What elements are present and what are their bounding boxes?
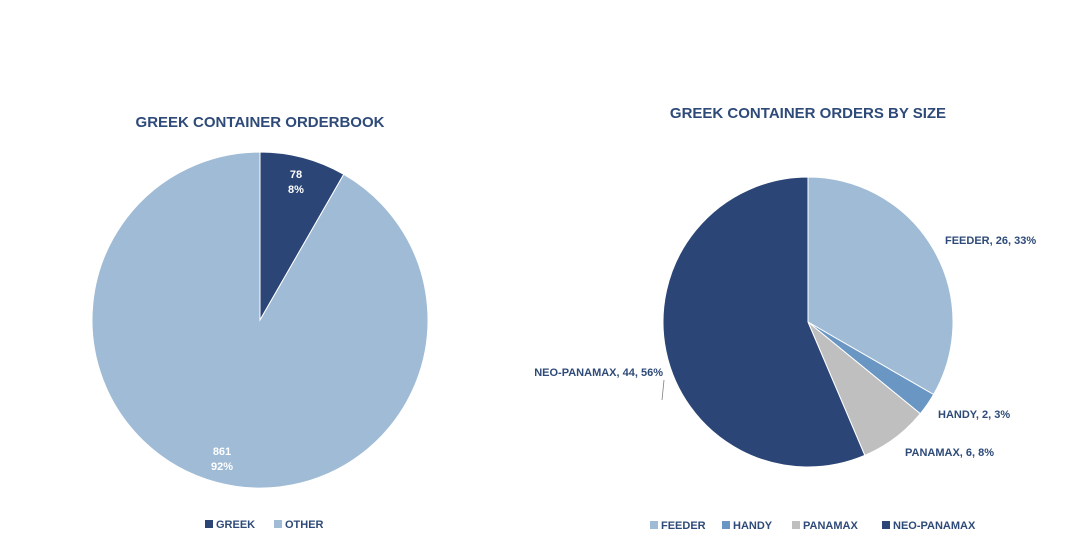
legend-swatch-neo-panamax	[882, 521, 890, 529]
size-slice-neo-panamax	[662, 176, 866, 468]
legend-swatch-greek	[205, 520, 213, 528]
chart-orderbook-slices	[91, 151, 429, 489]
chart-orderbook: GREEK CONTAINER ORDERBOOK 78 8% 861 92% …	[91, 114, 429, 531]
legend-label-other: OTHER	[285, 519, 324, 531]
legend-swatch-other	[274, 520, 282, 528]
leader-line-neo-panamax	[661, 379, 665, 401]
data-label-panamax: PANAMAX, 6, 8%	[905, 447, 994, 459]
data-label-feeder: FEEDER, 26, 33%	[945, 235, 1036, 247]
chart-size-slices	[662, 176, 954, 468]
chart-size-legend: FEEDER HANDY PANAMAX NEO-PANAMAX	[650, 520, 976, 532]
orderbook-slice-other	[91, 151, 429, 489]
legend-label-neo-panamax: NEO-PANAMAX	[893, 520, 976, 532]
slice-label-greek-percent: 8%	[288, 184, 304, 196]
chart-orderbook-labels: 78 8% 861 92%	[211, 169, 304, 473]
slice-label-other-percent: 92%	[211, 461, 233, 473]
legend-label-panamax: PANAMAX	[803, 520, 858, 532]
chart-orderbook-legend: GREEK OTHER	[205, 519, 324, 531]
data-label-neo-panamax: NEO-PANAMAX, 44, 56%	[534, 367, 663, 379]
legend-swatch-feeder	[650, 521, 658, 529]
legend-swatch-handy	[722, 521, 730, 529]
slice-label-greek-value: 78	[290, 169, 302, 181]
size-slice-feeder	[807, 176, 954, 396]
legend-swatch-panamax	[792, 521, 800, 529]
chart-orderbook-title: GREEK CONTAINER ORDERBOOK	[136, 114, 385, 131]
legend-label-greek: GREEK	[216, 519, 255, 531]
legend-label-feeder: FEEDER	[661, 520, 706, 532]
chart-size-title: GREEK CONTAINER ORDERS BY SIZE	[670, 105, 946, 122]
orderbook-slice-greek	[259, 151, 345, 322]
chart-orders-by-size: GREEK CONTAINER ORDERS BY SIZE FEEDER, 2…	[534, 105, 1036, 532]
chart-size-labels: FEEDER, 26, 33% HANDY, 2, 3% PANAMAX, 6,…	[534, 235, 1036, 459]
legend-label-handy: HANDY	[733, 520, 773, 532]
slice-label-other-value: 861	[213, 446, 231, 458]
data-label-handy: HANDY, 2, 3%	[938, 409, 1010, 421]
